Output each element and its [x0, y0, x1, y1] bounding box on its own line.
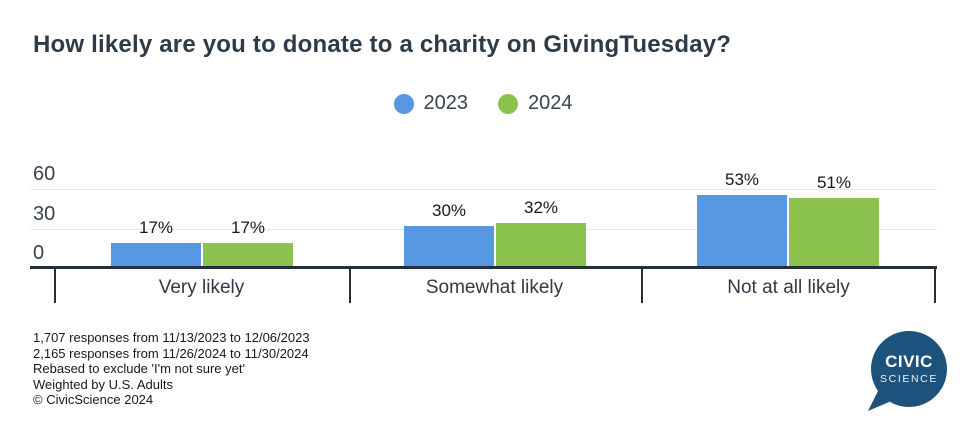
- logo-text-science: SCIENCE: [880, 373, 938, 385]
- x-axis-tick-2: [349, 266, 351, 303]
- footnote-responses-2023: 1,707 responses from 11/13/2023 to 12/06…: [33, 330, 310, 345]
- footnote-responses-2024: 2,165 responses from 11/26/2024 to 11/30…: [33, 345, 309, 361]
- x-axis-line: [30, 266, 937, 269]
- legend-label-2023: 2023: [423, 92, 469, 114]
- footnote-rebased: Rebased to exclude 'I'm not sure yet': [33, 361, 245, 376]
- value-label-2024-somewhat-likely: 32%: [523, 198, 559, 217]
- x-axis-tick-3: [641, 266, 643, 303]
- civicscience-logo-icon: CIVIC SCIENCE: [868, 331, 947, 411]
- footnotes: 1,707 responses from 11/13/2023 to 12/06…: [33, 330, 310, 408]
- bar-2024-not-at-all-likely: [789, 198, 879, 266]
- category-label-somewhat-likely: Somewhat likely: [425, 277, 564, 298]
- legend-item-2023: 2023: [393, 92, 469, 115]
- x-axis-tick-4: [934, 266, 936, 303]
- x-axis-tick-1: [54, 266, 56, 303]
- legend-dot-2023-icon: [393, 93, 414, 114]
- gridline-60: [30, 189, 937, 190]
- footnote-weighted: Weighted by U.S. Adults: [33, 376, 173, 392]
- category-label-not-at-all-likely: Not at all likely: [727, 277, 850, 298]
- y-axis-label-0: 0: [33, 242, 45, 264]
- logo-text-civic: CIVIC: [885, 352, 933, 371]
- y-axis-label-60: 60: [33, 163, 56, 185]
- bar-2024-somewhat-likely: [496, 223, 586, 266]
- footnote-copyright: © CivicScience 2024: [33, 392, 154, 407]
- value-label-2023-very-likely: 17%: [138, 218, 174, 237]
- bar-2023-somewhat-likely: [404, 226, 494, 266]
- bar-2023-very-likely: [111, 243, 201, 266]
- category-label-very-likely: Very likely: [158, 277, 245, 298]
- value-label-2024-not-at-all-likely: 51%: [816, 173, 852, 192]
- value-label-2024-very-likely: 17%: [230, 218, 266, 237]
- legend-label-2024: 2024: [528, 92, 573, 114]
- chart-title: How likely are you to donate to a charit…: [33, 31, 732, 58]
- bar-2023-not-at-all-likely: [697, 195, 787, 266]
- legend-item-2024: 2024: [498, 92, 573, 115]
- y-axis-label-30: 30: [33, 203, 56, 225]
- civicscience-logo: CIVIC SCIENCE: [866, 329, 950, 420]
- legend: 2023 2024: [0, 92, 966, 115]
- value-label-2023-somewhat-likely: 30%: [431, 201, 467, 220]
- bar-2024-very-likely: [203, 243, 293, 266]
- value-label-2023-not-at-all-likely: 53%: [724, 170, 760, 189]
- legend-dot-2024-icon: [498, 93, 518, 114]
